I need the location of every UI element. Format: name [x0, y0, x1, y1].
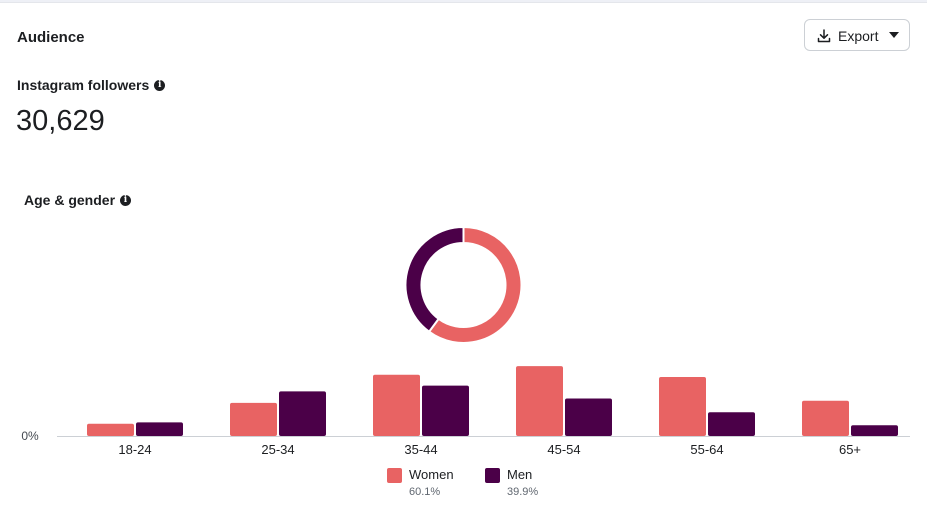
bar-men-55-64: [708, 412, 755, 436]
y-tick-label: 0%: [21, 429, 39, 443]
age-gender-label: Age & gender i: [24, 192, 132, 208]
followers-count: 30,629: [16, 105, 105, 137]
bar-men-65+: [851, 425, 898, 436]
x-tick-label: 25-34: [261, 442, 294, 457]
bar-women-65+: [802, 400, 849, 436]
followers-label-text: Instagram followers: [17, 77, 150, 93]
legend-pct-men: 39.9%: [507, 486, 539, 498]
export-label: Export: [838, 28, 879, 44]
section-title: Audience: [17, 29, 85, 46]
legend-name-women: Women: [409, 467, 454, 482]
donut-slice-men: [404, 225, 465, 334]
x-tick-label: 65+: [839, 442, 861, 457]
x-tick-label: 55-64: [690, 442, 723, 457]
legend-swatch-men: [485, 468, 500, 483]
x-tick-label: 35-44: [404, 442, 437, 457]
bar-women-55-64: [659, 376, 706, 436]
bar-men-25-34: [279, 391, 326, 436]
info-icon[interactable]: i: [120, 194, 132, 206]
legend-swatch-women: [387, 468, 402, 483]
legend-pct-women: 60.1%: [409, 486, 441, 498]
chevron-down-icon: [889, 32, 899, 38]
info-icon[interactable]: i: [154, 79, 166, 91]
donut-slice-women: [427, 225, 523, 344]
bar-women-45-54: [516, 366, 563, 436]
x-tick-label: 18-24: [118, 442, 151, 457]
bar-women-35-44: [373, 374, 420, 436]
bar-women-18-24: [87, 423, 134, 436]
legend-name-men: Men: [507, 467, 533, 482]
x-tick-label: 45-54: [547, 442, 580, 457]
bar-men-18-24: [136, 422, 183, 436]
followers-label: Instagram followers i: [17, 77, 166, 93]
export-button[interactable]: Export: [804, 19, 910, 51]
bar-men-45-54: [565, 398, 612, 436]
download-icon: [817, 29, 831, 43]
bar-women-25-34: [230, 402, 277, 436]
age-gender-label-text: Age & gender: [24, 192, 116, 208]
bar-men-35-44: [422, 385, 469, 436]
